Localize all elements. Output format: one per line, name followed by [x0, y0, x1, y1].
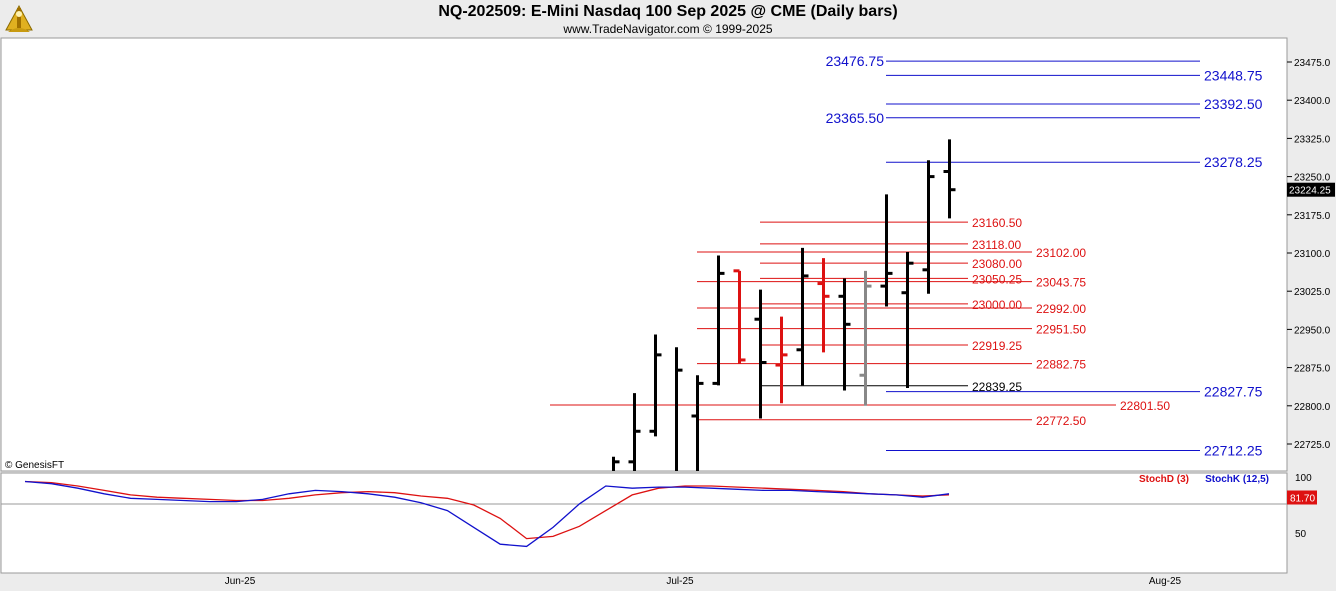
level-label: 22827.75	[1204, 384, 1263, 400]
price-levels: 23476.75 23448.75 23392.50 23365.50 23278.25…	[550, 53, 1263, 458]
level-label: 22919.25	[972, 339, 1022, 353]
time-tick-label: Jun-25	[225, 576, 256, 587]
stochastic-series-line	[24, 480, 950, 548]
last-price-tag	[1287, 182, 1335, 197]
price-tick-label: 23325.0	[1294, 134, 1331, 145]
price-tick-label: 22875.0	[1294, 364, 1331, 375]
chart-frame	[0, 37, 1288, 574]
level-label: 23392.50	[1204, 96, 1263, 112]
level-label: 23160.50	[972, 216, 1022, 230]
level-label: 23448.75	[1204, 67, 1263, 83]
price-tick-label: 23475.0	[1294, 58, 1331, 69]
stoch-tick-label: 100	[1295, 473, 1312, 484]
level-label: 22951.50	[1036, 323, 1086, 337]
chart-header: NQ-202509: E-Mini Nasdaq 100 Sep 2025 @ …	[0, 0, 1336, 38]
chart-subtitle: www.TradeNavigator.com © 1999-2025	[563, 22, 773, 36]
level-label: 22712.25	[1204, 442, 1263, 458]
level-label: 23043.75	[1036, 276, 1086, 290]
stochastic-panel-bg	[0, 472, 1288, 574]
stochastic-panel: StochD (3) StochK (12,5) 100 50 81.70	[24, 473, 1317, 548]
time-tick-label: Aug-25	[1149, 576, 1182, 587]
level-label: 23080.00	[972, 257, 1022, 271]
level-label: 23102.00	[1036, 246, 1086, 260]
level-label: 22992.00	[1036, 302, 1086, 316]
time-tick-label: Jul-25	[666, 576, 694, 587]
level-label: 22882.75	[1036, 358, 1086, 372]
stoch-value-label: 81.70	[1290, 493, 1315, 504]
last-price-label: 23224.25	[1289, 186, 1331, 197]
stochk-legend: StochK (12,5)	[1205, 474, 1269, 485]
stochd-legend: StochD (3)	[1139, 474, 1189, 485]
level-label: 23050.25	[972, 272, 1022, 286]
level-label: 23278.25	[1204, 154, 1263, 170]
time-axis: Jun-25 Jul-25 Aug-25	[225, 576, 1182, 587]
level-label: 23476.75	[826, 53, 885, 69]
stochastic-series-line	[24, 480, 950, 540]
level-label: 22801.50	[1120, 399, 1170, 413]
stoch-tick-label: 50	[1295, 529, 1307, 540]
stoch-value-tag	[1287, 490, 1317, 505]
price-axis: 23475.0 23400.0 23325.0 23250.0 23175.0 23100…	[1287, 58, 1335, 451]
price-tick-label: 22950.0	[1294, 325, 1331, 336]
price-tick-label: 23250.0	[1294, 173, 1331, 184]
level-label: 23000.00	[972, 298, 1022, 312]
price-tick-label: 23400.0	[1294, 96, 1331, 107]
level-label: 23118.00	[972, 238, 1021, 252]
price-bars	[612, 139, 956, 471]
price-tick-label: 22800.0	[1294, 402, 1331, 413]
price-tick-label: 23025.0	[1294, 287, 1331, 298]
tradenavigator-logo-icon	[2, 2, 36, 36]
price-tick-label: 23100.0	[1294, 249, 1331, 260]
price-tick-label: 23175.0	[1294, 211, 1331, 222]
level-label: 23365.50	[826, 110, 885, 126]
price-tick-label: 22725.0	[1294, 440, 1331, 451]
level-label: 22772.50	[1036, 414, 1086, 428]
chart-title: NQ-202509: E-Mini Nasdaq 100 Sep 2025 @ …	[438, 3, 898, 20]
price-panel-bg	[0, 37, 1288, 472]
copyright-label: © GenesisFT	[5, 460, 64, 471]
level-label: 22839.25	[972, 380, 1022, 394]
